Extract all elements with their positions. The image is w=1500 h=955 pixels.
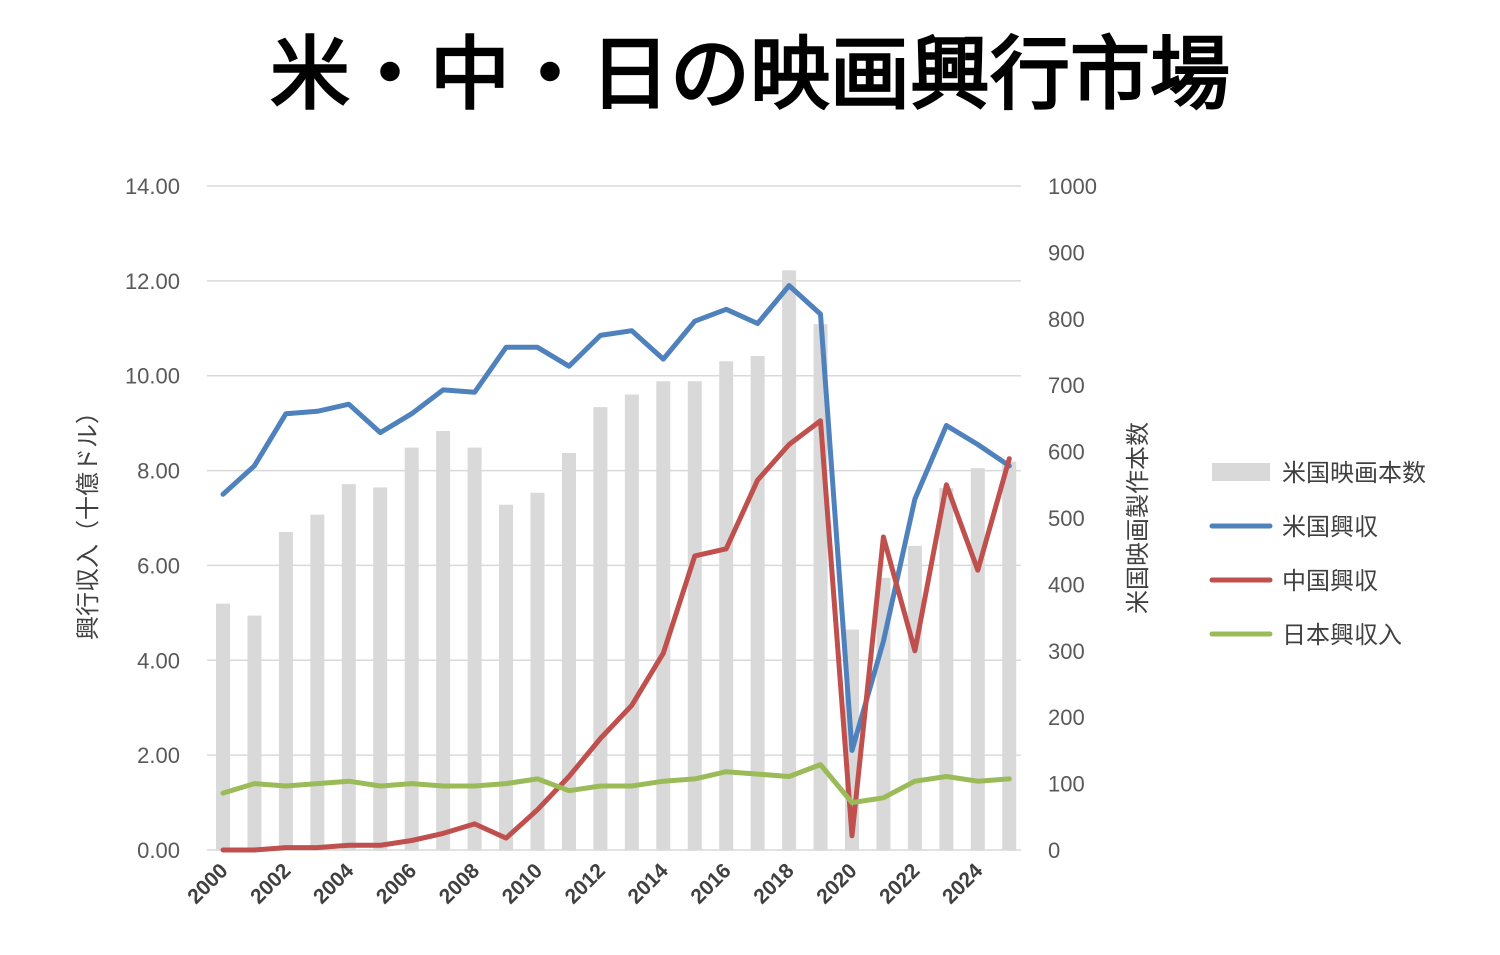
x-tick-label: 2018 <box>749 859 799 909</box>
x-tick-label: 2006 <box>372 859 421 908</box>
x-tick-label: 2008 <box>435 859 485 909</box>
y-right-tick-label: 200 <box>1048 705 1085 730</box>
x-tick-label: 2024 <box>938 859 988 909</box>
series-line <box>220 762 1012 806</box>
x-axis-ticks: 2000 2002 2004 2006 2008 2010 2012 2014 2016 2018… <box>183 859 987 909</box>
y-axis-left-label: 興行収入（十億ドル） <box>74 400 102 640</box>
chart-title: 米・中・日の映画興行市場 <box>270 28 1230 121</box>
line-series <box>220 283 1012 853</box>
bar-series <box>216 270 1017 850</box>
bar <box>404 447 419 850</box>
x-tick-label: 2014 <box>624 859 674 909</box>
bar <box>970 468 985 850</box>
bar <box>782 270 797 850</box>
bar <box>939 488 954 850</box>
y-right-tick-label: 700 <box>1048 373 1085 398</box>
x-tick-label: 2002 <box>246 859 295 908</box>
bar <box>624 394 639 850</box>
bar <box>656 381 671 850</box>
y-left-tick-label: 8.00 <box>137 459 180 484</box>
x-tick-label: 2000 <box>183 859 232 908</box>
y-left-tick-label: 6.00 <box>137 553 180 578</box>
x-tick-label: 2022 <box>875 859 924 908</box>
y-right-tick-label: 1000 <box>1048 174 1097 199</box>
legend-label: 日本興収入 <box>1282 621 1402 649</box>
legend-label: 米国興収 <box>1282 513 1378 541</box>
y-left-tick-label: 12.00 <box>125 269 180 294</box>
bar <box>719 361 734 850</box>
x-tick-label: 2004 <box>309 859 359 909</box>
y-right-tick-label: 300 <box>1048 639 1085 664</box>
y-right-tick-label: 500 <box>1048 506 1085 531</box>
bar <box>499 504 514 850</box>
y-right-tick-label: 0 <box>1048 838 1060 863</box>
bar <box>310 514 325 850</box>
series-line <box>220 418 1012 853</box>
y-left-tick-label: 0.00 <box>137 838 180 863</box>
bar <box>247 615 262 850</box>
y-axis-left-ticks: 0.00 2.00 4.00 6.00 8.00 10.00 12.00 14.00 <box>125 174 180 863</box>
bar <box>907 545 922 850</box>
x-tick-label: 2010 <box>498 859 547 908</box>
bar <box>1002 461 1017 850</box>
y-right-tick-label: 400 <box>1048 572 1085 597</box>
bar <box>687 381 702 850</box>
y-left-tick-label: 2.00 <box>137 743 180 768</box>
x-tick-label: 2020 <box>812 859 861 908</box>
y-right-tick-label: 600 <box>1048 440 1085 465</box>
bar <box>467 447 482 850</box>
bar <box>373 487 388 850</box>
gridlines <box>207 185 1021 851</box>
y-left-tick-label: 14.00 <box>125 174 180 199</box>
y-axis-right-ticks: 0 100 200 300 400 500 600 700 800 900 1000 <box>1048 174 1097 863</box>
y-right-tick-label: 100 <box>1048 772 1085 797</box>
y-left-tick-label: 4.00 <box>137 648 180 673</box>
y-right-tick-label: 900 <box>1048 240 1085 265</box>
x-tick-label: 2012 <box>561 859 610 908</box>
x-tick-label: 2016 <box>686 859 735 908</box>
legend-label: 中国興収 <box>1282 567 1378 595</box>
bar <box>341 484 356 850</box>
y-right-tick-label: 800 <box>1048 307 1085 332</box>
legend-swatch <box>1212 463 1270 481</box>
y-left-tick-label: 10.00 <box>125 364 180 389</box>
bar <box>561 452 576 850</box>
bar <box>278 531 293 850</box>
y-axis-right-label: 米国映画製作本数 <box>1124 422 1152 614</box>
series-line <box>220 283 1012 753</box>
bar <box>216 603 230 850</box>
legend-label: 米国映画本数 <box>1282 459 1426 487</box>
bar <box>530 492 545 850</box>
bar <box>436 431 451 850</box>
